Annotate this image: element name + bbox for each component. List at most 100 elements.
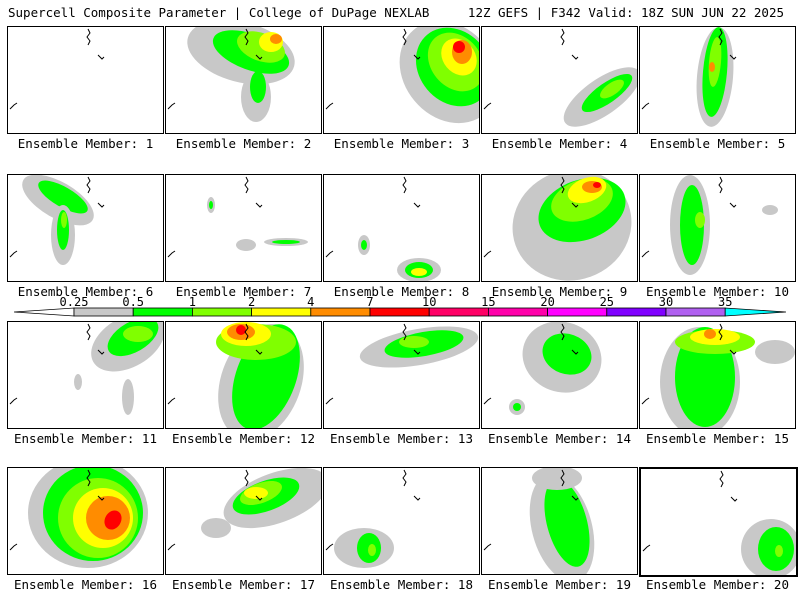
map-frame xyxy=(165,321,322,429)
ensemble-member-label: Ensemble Member: 10 xyxy=(646,284,789,299)
legend-tick-label: 30 xyxy=(659,296,673,309)
ensemble-member-label: Ensemble Member: 5 xyxy=(649,136,786,151)
ensemble-member-panel: Ensemble Member: 18 xyxy=(323,467,480,592)
scp-contour-shape xyxy=(709,62,715,72)
coastline-outline xyxy=(641,323,737,405)
legend-tick-label: 0.25 xyxy=(60,296,89,309)
ensemble-member-panel: Ensemble Member: 7 xyxy=(165,174,322,299)
scp-contour-map xyxy=(641,27,737,127)
map-frame xyxy=(7,174,164,282)
scp-contour-map xyxy=(642,470,796,575)
scp-contour-map xyxy=(167,322,304,428)
legend-tick-label: 1 xyxy=(189,296,196,309)
map-frame xyxy=(165,26,322,134)
legend-tick-label: 20 xyxy=(540,296,554,309)
scp-contour-shape xyxy=(695,212,705,228)
legend-tick-label: 2 xyxy=(248,296,255,309)
legend-arrow-low xyxy=(14,307,75,317)
legend-tick-label: 4 xyxy=(307,296,314,309)
ensemble-member-label: Ensemble Member: 7 xyxy=(175,284,312,299)
coastline-outline xyxy=(641,176,737,258)
scp-contour-shape xyxy=(762,205,778,215)
legend-tick-label: 0.5 xyxy=(122,296,144,309)
legend-color-segment xyxy=(132,307,193,317)
coastline-outline xyxy=(167,28,263,110)
scp-contour-map xyxy=(483,175,632,281)
legend-tick-label: 10 xyxy=(422,296,436,309)
scp-contour-shape xyxy=(704,329,716,339)
scp-contour-shape xyxy=(532,468,582,490)
coastline-outline xyxy=(483,323,579,405)
coastline-outline xyxy=(9,176,105,258)
coastline-outline xyxy=(167,323,263,405)
ensemble-member-label: Ensemble Member: 6 xyxy=(17,284,154,299)
coastline-outline xyxy=(9,323,105,405)
map-frame xyxy=(7,321,164,429)
ensemble-member-label: Ensemble Member: 16 xyxy=(14,577,157,592)
legend-color-segment xyxy=(73,307,134,317)
map-frame xyxy=(165,467,322,575)
ensemble-member-panel: Ensemble Member: 17 xyxy=(165,467,322,592)
coastline-outline xyxy=(9,28,105,110)
map-frame xyxy=(481,467,638,575)
scp-contour-shape xyxy=(690,329,740,345)
ensemble-member-label: Ensemble Member: 4 xyxy=(491,136,628,151)
map-frame xyxy=(7,26,164,134)
ensemble-member-label: Ensemble Member: 13 xyxy=(330,431,473,446)
coastline-outline xyxy=(483,469,579,551)
scp-contour-shape xyxy=(201,518,231,538)
scp-contour-shape xyxy=(122,379,134,415)
scp-contour-shape xyxy=(244,487,268,499)
map-frame xyxy=(323,467,480,575)
scp-contour-map xyxy=(9,28,105,110)
scp-contour-shape xyxy=(593,182,601,188)
legend-tick-label: 35 xyxy=(718,296,732,309)
scp-contour-shape xyxy=(272,240,300,244)
ensemble-member-panel: Ensemble Member: 1 xyxy=(7,26,164,151)
scp-contour-shape xyxy=(600,79,624,99)
coastline-outline xyxy=(642,470,738,552)
map-frame xyxy=(323,26,480,134)
page-title: Supercell Composite Parameter | College … xyxy=(8,5,430,20)
coastline-outline xyxy=(167,176,263,258)
scp-contour-shape xyxy=(755,340,795,364)
legend-color-segment xyxy=(369,307,430,317)
scp-contour-shape xyxy=(270,34,282,44)
ensemble-member-label: Ensemble Member: 9 xyxy=(491,284,628,299)
map-frame xyxy=(639,467,798,577)
scp-contour-map xyxy=(9,175,105,265)
map-frame xyxy=(639,174,796,282)
ensemble-member-panel: Ensemble Member: 9 xyxy=(481,174,638,299)
legend-color-segment xyxy=(251,307,312,317)
run-valid-time: 12Z GEFS | F342 Valid: 18Z SUN JUN 22 20… xyxy=(467,5,784,20)
ensemble-member-panel: Ensemble Member: 5 xyxy=(639,26,796,151)
ensemble-member-panel: Ensemble Member: 14 xyxy=(481,321,638,446)
color-scale-legend: 0.25 0.5 1 2 4 7 10 15 20 25 30 35 xyxy=(14,296,786,317)
ensemble-member-panel: Ensemble Member: 4 xyxy=(481,26,638,151)
ensemble-member-panel: Ensemble Member: 12 xyxy=(165,321,322,446)
map-frame xyxy=(481,26,638,134)
coastline-outline xyxy=(483,28,579,110)
ensemble-member-panel: Ensemble Member: 20 xyxy=(639,467,798,592)
scp-contour-shape xyxy=(411,268,427,276)
ensemble-member-label: Ensemble Member: 3 xyxy=(333,136,470,151)
ensemble-member-panel: Ensemble Member: 3 xyxy=(323,26,480,151)
map-frame xyxy=(7,467,164,575)
ensemble-member-panel: Ensemble Member: 8 xyxy=(323,174,480,299)
ensemble-member-panel: Ensemble Member: 6 xyxy=(7,174,164,299)
legend-color-segment xyxy=(547,307,608,317)
ensemble-member-label: Ensemble Member: 11 xyxy=(14,431,157,446)
ensemble-member-label: Ensemble Member: 19 xyxy=(488,577,631,592)
coastline-outline xyxy=(9,469,105,551)
scp-contour-map xyxy=(167,27,295,122)
ensemble-member-panel: Ensemble Member: 13 xyxy=(323,321,480,446)
scp-contour-map xyxy=(9,322,163,415)
scp-contour-shape xyxy=(361,240,367,250)
scp-contour-shape xyxy=(236,239,256,251)
map-frame xyxy=(639,26,796,134)
ensemble-member-label: Ensemble Member: 1 xyxy=(17,136,154,151)
scp-contour-map xyxy=(325,323,479,405)
legend-tick-label: 15 xyxy=(481,296,495,309)
ensemble-member-label: Ensemble Member: 2 xyxy=(175,136,312,151)
